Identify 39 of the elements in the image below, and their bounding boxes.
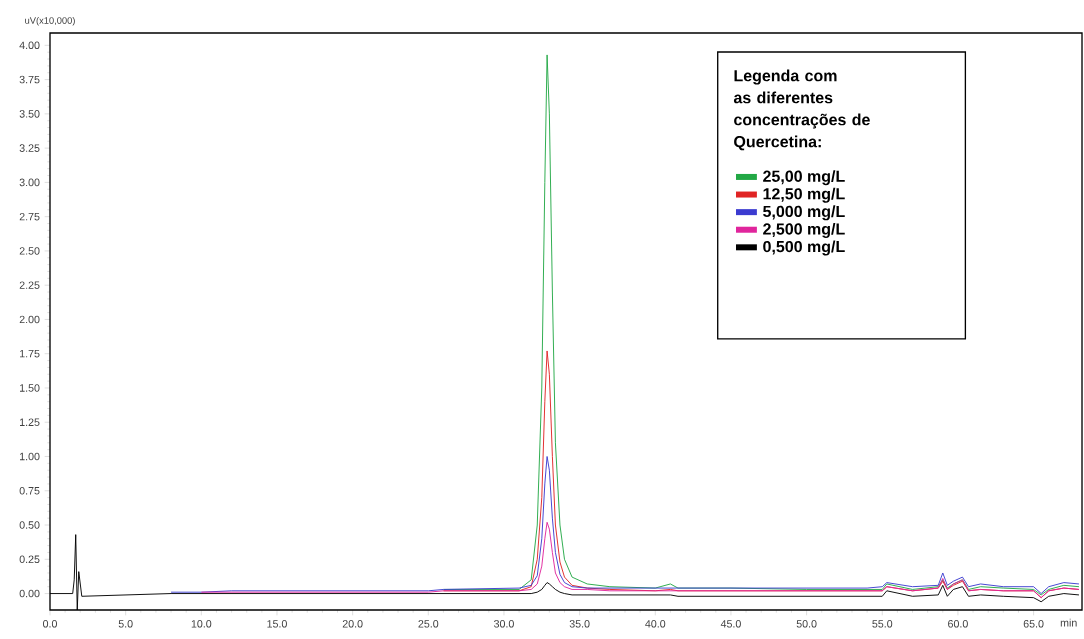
y-tick-label: 1.75 [20, 349, 40, 358]
legend-label: 2,500 mg/L [763, 222, 845, 238]
x-tick-label: 50.0 [796, 620, 817, 628]
y-tick-label: 1.00 [20, 452, 40, 461]
x-tick-label: 25.0 [418, 620, 439, 628]
y-axis-title: uV(x10,000) [25, 16, 75, 26]
x-tick-label: 65.0 [1023, 620, 1044, 628]
x-tick-label: 30.0 [493, 620, 514, 628]
x-tick-label: 60.0 [948, 620, 968, 628]
y-tick-label: 3.75 [19, 75, 40, 84]
y-tick-label: 2.75 [19, 212, 40, 221]
y-tick-label: 0.00 [19, 589, 40, 598]
y-tick-label: 3.25 [19, 144, 40, 152]
x-tick-label: 0.0 [43, 620, 57, 628]
x-tick-label: 15.0 [267, 620, 287, 628]
x-tick-label: 10.0 [191, 620, 212, 628]
legend-label: 0,500 mg/L [763, 240, 845, 256]
y-tick-label: 4.00 [19, 41, 40, 50]
x-axis-title: min [1060, 618, 1077, 627]
y-tick-label: 0.50 [19, 521, 40, 529]
y-tick-label: 1.25 [20, 418, 40, 427]
legend-label: 5,000 mg/L [763, 205, 845, 221]
y-tick-label: 2.25 [19, 281, 40, 289]
x-tick-label: 45.0 [720, 620, 741, 628]
y-tick-label: 3.50 [19, 110, 40, 118]
legend-label: 12,50 mg/L [763, 187, 845, 203]
y-tick-label: 0.25 [19, 555, 40, 564]
x-tick-label: 55.0 [872, 620, 893, 628]
x-tick-label: 35.0 [569, 620, 590, 628]
legend-title: Legenda com as diferentes concentrações de Quercetina: [733, 69, 870, 151]
x-tick-label: 20.0 [342, 620, 363, 628]
y-tick-label: 2.00 [19, 315, 40, 324]
y-tick-label: 0.75 [19, 486, 40, 495]
y-tick-label: 2.50 [19, 247, 40, 255]
x-tick-label: 5.0 [118, 620, 133, 628]
x-tick-label: 40.0 [645, 620, 666, 628]
y-tick-label: 3.00 [19, 178, 40, 187]
legend-label: 25,00 mg/L [763, 170, 845, 186]
y-tick-label: 1.50 [20, 384, 40, 392]
